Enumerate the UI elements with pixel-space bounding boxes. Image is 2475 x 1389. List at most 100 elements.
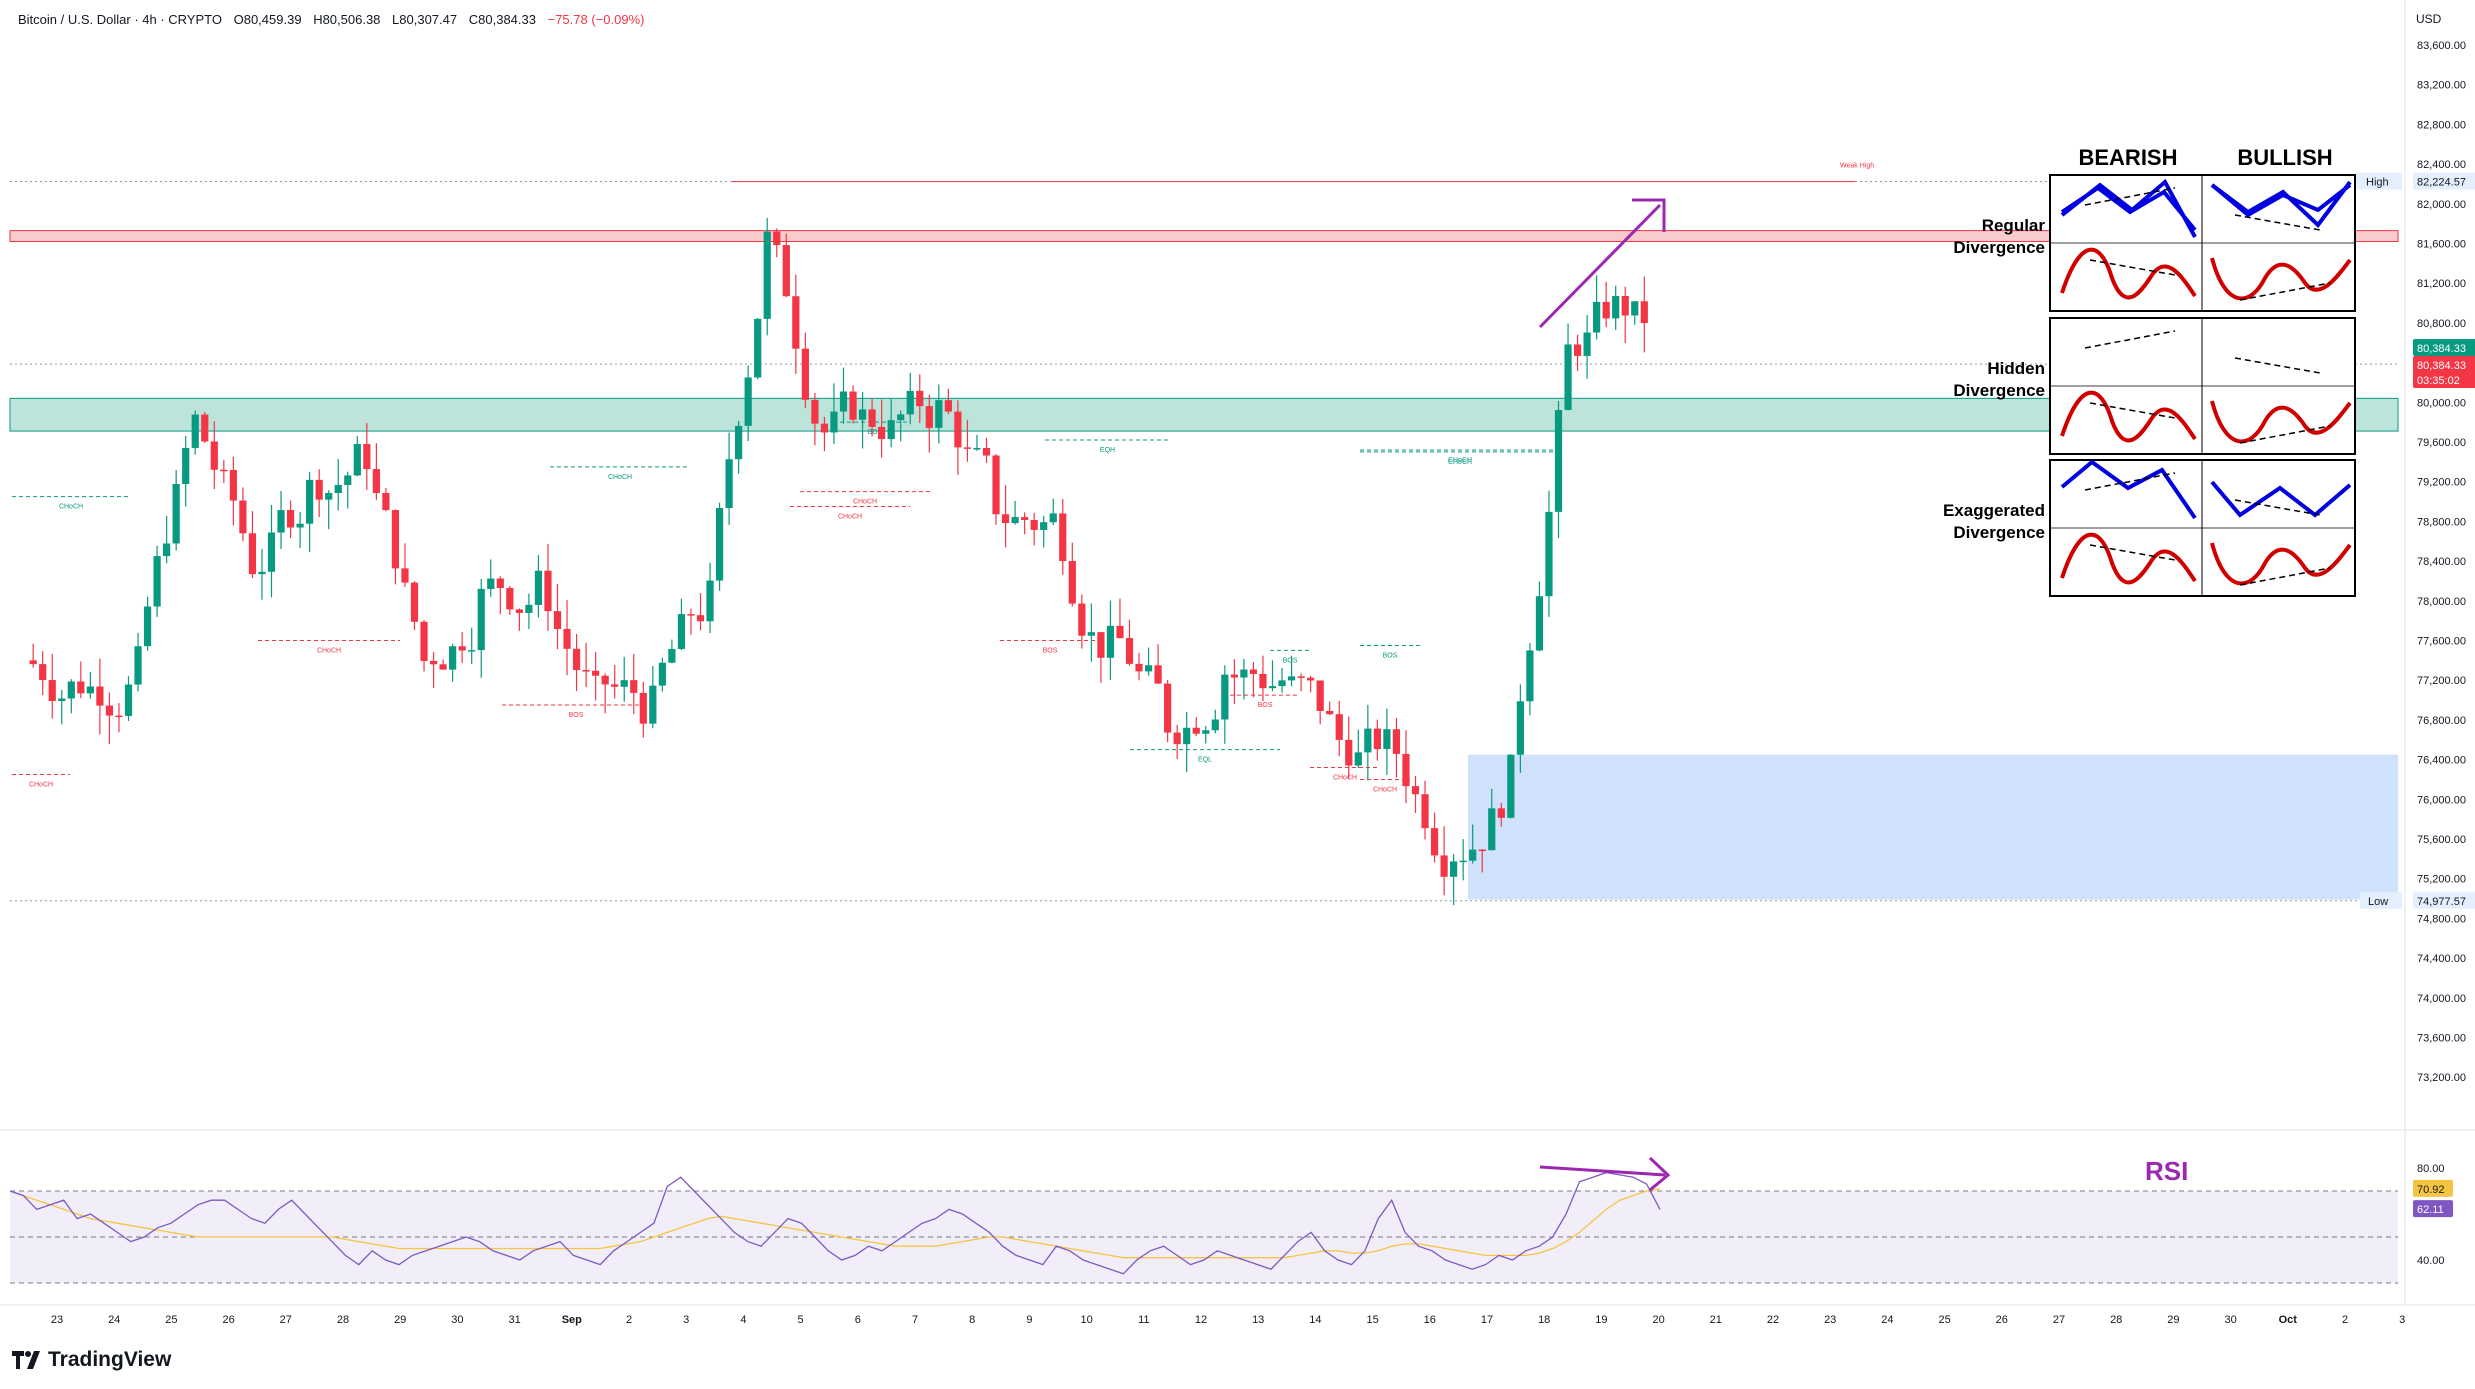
bearish-price-line [2060,185,2197,232]
rsi-pane[interactable]: 80.00 40.00 70.92 62.11 RSI [0,0,2475,1306]
candle-body [1011,517,1019,524]
rsi-tick-label: 40.00 [2417,1255,2445,1267]
candle-body [1259,673,1267,689]
date-tick-label: 30 [451,1314,463,1326]
price-tick-label: 73,200.00 [2417,1072,2466,1084]
candle-body [820,423,829,433]
candle-body [639,692,647,724]
candle-body [1478,849,1486,852]
candle-body [296,523,304,528]
candle-body [201,414,209,442]
candle-body [849,391,857,420]
price-tick-label: 80,800.00 [2417,318,2466,330]
bearish-rsi-line [2060,247,2197,300]
candle-body [1602,301,1610,319]
candle-body [401,568,409,583]
candle-body [1507,754,1515,818]
tradingview-logo[interactable]: TradingView [12,1348,171,1372]
last-price-label-2: 80,384.33 [2417,360,2466,372]
price-tick-label: 78,400.00 [2417,556,2466,568]
candle-body [1402,753,1410,787]
candle-body [725,459,733,509]
low-tag-label: Low [2368,896,2388,908]
candle-body [1564,344,1572,410]
structure-label: CHoCH [29,781,53,788]
structure-label: EQL [1198,757,1212,764]
candle-body [1488,808,1496,851]
candle-body [992,455,1000,515]
divergence-arrows [1538,198,1671,1192]
date-tick-label: 29 [2167,1314,2179,1326]
candle-body [601,675,609,685]
candle-body [1516,701,1524,755]
symbol-title[interactable]: Bitcoin / U.S. Dollar · 4h · CRYPTO [18,12,222,27]
supply-zone [9,230,2399,243]
high-value: H80,506.38 [313,12,381,27]
bearish-trend-line [2084,472,2176,491]
candle-body [935,400,943,428]
price-tick-label: 77,200.00 [2417,675,2466,687]
structure-label: CHoCH [59,504,83,511]
candle-body [1249,669,1258,674]
price-tick-label: 81,200.00 [2417,278,2466,290]
candle-body [96,686,104,706]
candle-body [1154,665,1162,684]
date-tick-label: 25 [1938,1314,1950,1326]
weak-high-label: Weak High [1840,163,1874,170]
price-tick-label: 76,800.00 [2417,715,2466,727]
candle-body [258,571,266,575]
price-tick-label: 74,400.00 [2417,953,2466,965]
candle-body [572,648,581,671]
candle-body [963,447,972,449]
candle-body [811,399,819,424]
rsi-signal-value: 70.92 [2417,1184,2445,1196]
date-tick-label: 3 [2399,1314,2405,1326]
candle-body [611,684,619,687]
price-axis[interactable]: 83,600.00 83,200.00 82,800.00 82,400.00 82,0… [51,40,2475,1326]
candle-body [744,377,752,426]
candle-body [1078,603,1086,636]
bullish-rsi-line [2210,400,2352,444]
candle-body [344,475,352,485]
candle-body [306,479,314,524]
currency-label[interactable]: USD [2416,12,2442,26]
candle-body [1631,301,1639,316]
candle-body [1287,676,1296,681]
candle-body [620,680,628,687]
candle-body [763,231,771,319]
candle-body [334,484,342,494]
date-tick-label: 24 [108,1314,120,1326]
candle-body [39,664,47,681]
candle-body [1459,860,1467,863]
bullish-rsi-line [2210,257,2352,301]
candle-body [792,296,800,349]
bullish-rsi-trend-line [2239,282,2331,301]
candle-body [248,533,257,575]
demand-zone [1468,754,2398,900]
candle-body [1430,828,1439,856]
bullish-rsi-line [2210,542,2352,586]
candle-body [1202,730,1210,734]
date-tick-label: 5 [798,1314,804,1326]
price-tick-label: 77,600.00 [2417,636,2466,648]
candle-body [1373,728,1381,750]
candle-body [887,420,895,440]
candle-body [1440,855,1448,877]
structure-label: CHoCH [608,474,632,481]
bearish-rsi-line [2060,532,2197,585]
candle-body [649,685,657,724]
rsi-line [9,1171,1661,1275]
tradingview-logo-icon [12,1351,40,1369]
candle-body [1383,729,1391,750]
bullish-trend-line [2234,499,2321,516]
date-tick-label: 22 [1767,1314,1779,1326]
close-value: C80,384.33 [468,12,536,27]
candle-body [420,621,428,661]
candle-body [1307,677,1315,681]
date-tick-label: 28 [2110,1314,2122,1326]
candle-body [544,570,552,612]
candle-body [592,670,600,676]
candle-body [182,447,190,484]
grid-layer: Weak High [10,163,2398,902]
